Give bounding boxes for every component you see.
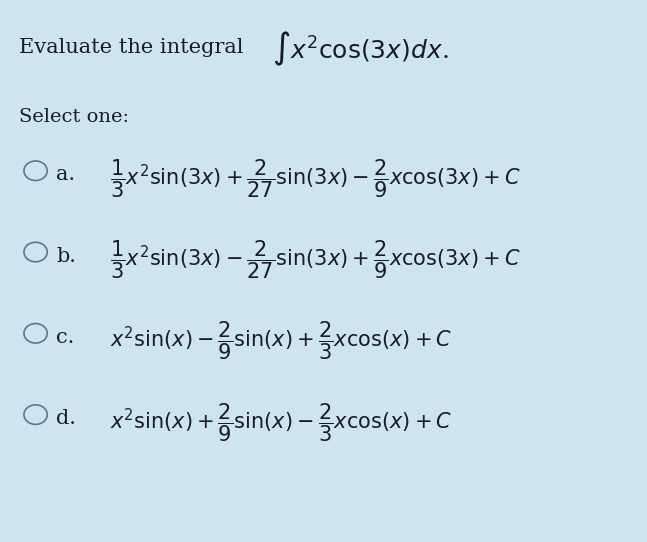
Text: Evaluate the integral: Evaluate the integral	[19, 38, 244, 57]
Text: b.: b.	[56, 247, 76, 266]
Text: $\dfrac{1}{3}x^{2}\sin(3x) + \dfrac{2}{27}\sin(3x) - \dfrac{2}{9}x\cos(3x) + C$: $\dfrac{1}{3}x^{2}\sin(3x) + \dfrac{2}{2…	[110, 157, 521, 199]
Text: a.: a.	[56, 165, 76, 184]
Text: d.: d.	[56, 409, 76, 428]
Text: Select one:: Select one:	[19, 108, 129, 126]
Text: c.: c.	[56, 328, 74, 347]
Text: $x^{2}\sin(x) + \dfrac{2}{9}\sin(x) - \dfrac{2}{3}x\cos(x) + C$: $x^{2}\sin(x) + \dfrac{2}{9}\sin(x) - \d…	[110, 401, 452, 443]
Text: $\int x^{2} \cos(3x)dx$.: $\int x^{2} \cos(3x)dx$.	[272, 30, 448, 68]
Text: $x^{2}\sin(x) - \dfrac{2}{9}\sin(x) + \dfrac{2}{3}x\cos(x) + C$: $x^{2}\sin(x) - \dfrac{2}{9}\sin(x) + \d…	[110, 320, 452, 362]
Text: $\dfrac{1}{3}x^{2}\sin(3x) - \dfrac{2}{27}\sin(3x) + \dfrac{2}{9}x\cos(3x) + C$: $\dfrac{1}{3}x^{2}\sin(3x) - \dfrac{2}{2…	[110, 238, 521, 281]
